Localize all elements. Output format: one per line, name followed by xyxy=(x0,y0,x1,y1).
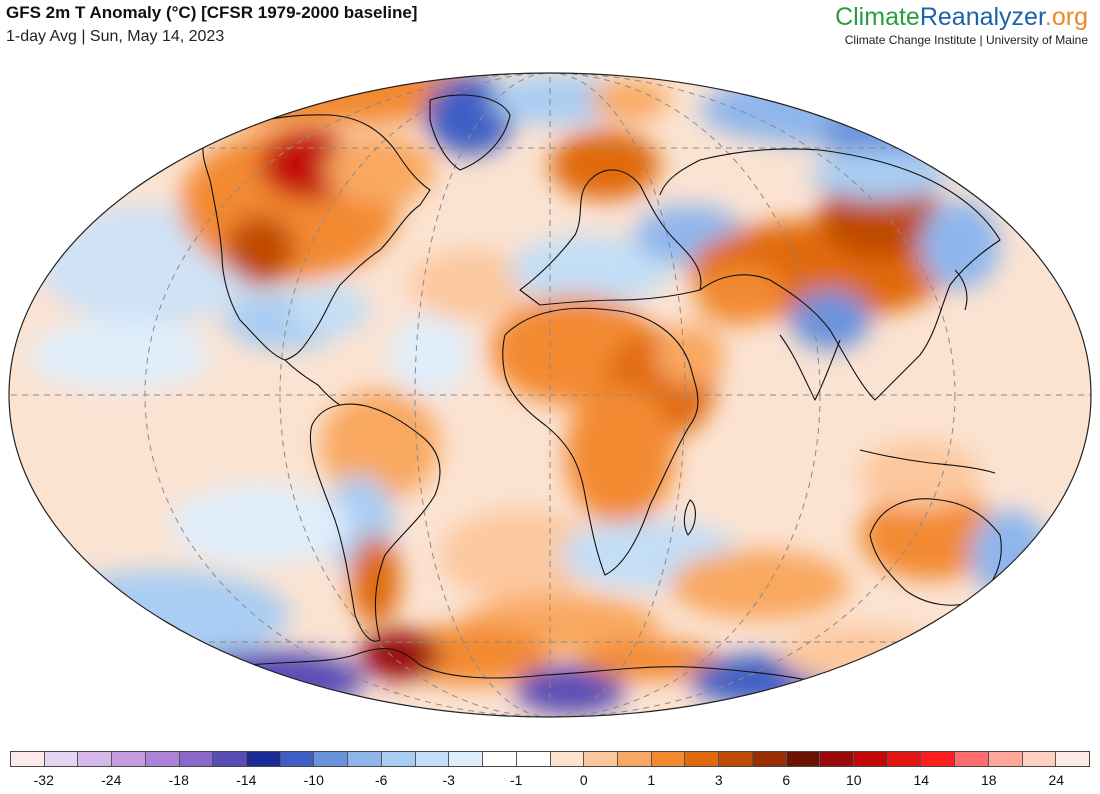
coast-greenland xyxy=(429,94,511,171)
coast-indonesia xyxy=(859,449,996,474)
coast-europe xyxy=(519,169,702,306)
coast-japan xyxy=(954,269,968,311)
colorbar-tick-label: -6 xyxy=(375,772,388,788)
colorbar-tick-label: -1 xyxy=(510,772,523,788)
colorbar-cell xyxy=(1022,752,1057,766)
colorbar-tick-label: -14 xyxy=(236,772,257,788)
colorbar-tick-label: 14 xyxy=(913,772,930,788)
colorbar-cell xyxy=(415,752,450,766)
colorbar-tick-label: -3 xyxy=(442,772,455,788)
colorbar-cell xyxy=(719,752,753,766)
colorbar-tick-label: -24 xyxy=(101,772,122,788)
anomaly-map[interactable] xyxy=(0,55,1100,745)
colorbar-cell xyxy=(213,752,248,766)
colorbar-tick-label: 18 xyxy=(980,772,997,788)
colorbar-cell xyxy=(887,752,922,766)
coast-asia xyxy=(659,148,1001,401)
colorbar-cell xyxy=(786,752,821,766)
brand-logo-part-org: .org xyxy=(1044,3,1088,31)
colorbar-cell xyxy=(44,752,79,766)
colorbar-tick-label: 0 xyxy=(579,772,588,788)
colorbar-cell xyxy=(247,752,281,766)
coast-north-america xyxy=(202,114,431,361)
brand-block: ClimateReanalyzer.org Climate Change Ins… xyxy=(835,2,1088,47)
colorbar-tick-label: 3 xyxy=(714,772,723,788)
map-subtitle: 1-day Avg | Sun, May 14, 2023 xyxy=(6,28,225,45)
coast-australia xyxy=(869,498,1002,606)
colorbar-cell xyxy=(550,752,585,766)
coast-south-america xyxy=(309,403,441,642)
colorbar-cell xyxy=(752,752,787,766)
colorbar-tick-label: -18 xyxy=(168,772,189,788)
colorbar-tick-label: 10 xyxy=(845,772,862,788)
colorbar-cell xyxy=(617,752,652,766)
colorbar-tick-label: 1 xyxy=(647,772,656,788)
map-field xyxy=(9,73,1091,717)
colorbar-cell xyxy=(483,752,517,766)
colorbar-cell xyxy=(584,752,618,766)
brand-logo-part-reanalyzer: Reanalyzer xyxy=(919,3,1045,31)
colorbar-ticks: -32-24-18-14-10-6-3-101361014182432 xyxy=(10,772,1090,790)
colorbar-cell xyxy=(988,752,1023,766)
colorbar-cell xyxy=(955,752,989,766)
colorbar-tick-label: 6 xyxy=(782,772,791,788)
coast-africa xyxy=(502,307,699,576)
colorbar-cell xyxy=(516,752,551,766)
brand-tagline: Climate Change Institute | University of… xyxy=(844,33,1088,47)
brand-logo-part-climate: Climate xyxy=(835,3,920,31)
colorbar-cell xyxy=(820,752,854,766)
colorbar-cell xyxy=(78,752,113,766)
colorbar-cell xyxy=(381,752,416,766)
colorbar-cell xyxy=(449,752,484,766)
colorbar-tick-label: 24 xyxy=(1048,772,1065,788)
colorbar-tick-label: -32 xyxy=(33,772,54,788)
globe-outline xyxy=(8,72,1092,718)
colorbar-tick-label: -10 xyxy=(303,772,324,788)
colorbar-cell xyxy=(179,752,214,766)
brand-logo[interactable]: ClimateReanalyzer.org xyxy=(835,2,1088,32)
colorbar-cell xyxy=(348,752,382,766)
coast-central-america xyxy=(284,359,341,406)
colorbar-cell xyxy=(853,752,888,766)
colorbar-cell xyxy=(280,752,315,766)
colorbar-cell xyxy=(685,752,720,766)
colorbar-cell xyxy=(1056,752,1089,766)
coast-madagascar xyxy=(683,499,696,536)
colorbar-cell xyxy=(11,752,45,766)
colorbar xyxy=(10,751,1090,767)
colorbar-cell xyxy=(112,752,146,766)
map-title: GFS 2m T Anomaly (°C) [CFSR 1979-2000 ba… xyxy=(6,3,418,22)
colorbar-cell xyxy=(651,752,686,766)
colorbar-cell xyxy=(145,752,180,766)
coast-new-zealand xyxy=(1009,609,1021,646)
colorbar-cell xyxy=(314,752,349,766)
coast-india xyxy=(779,334,841,401)
colorbar-cell xyxy=(921,752,956,766)
